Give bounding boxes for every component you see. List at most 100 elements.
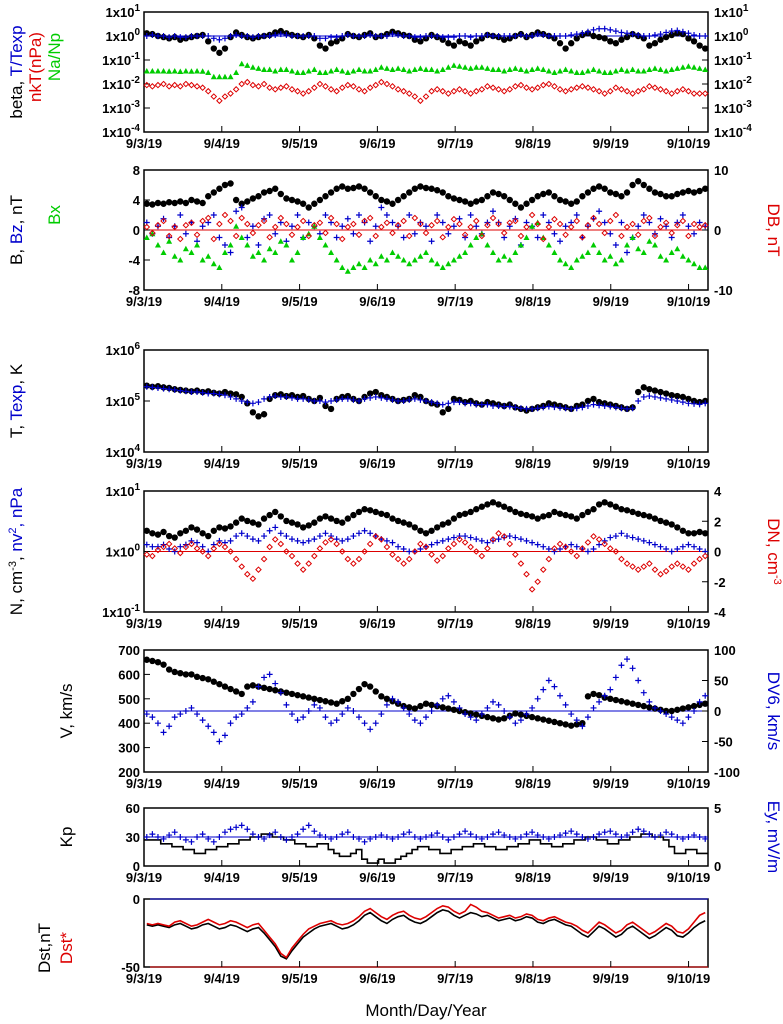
x-tick-label-5: 9/8/19	[515, 294, 551, 309]
data-point-65	[506, 533, 513, 540]
data-point-89	[640, 689, 647, 696]
data-point-1	[149, 67, 156, 74]
data-point-4	[165, 532, 173, 540]
data-point-41	[372, 388, 379, 396]
data-point-1	[149, 201, 156, 208]
data-point-50	[422, 184, 430, 192]
data-point-9	[193, 198, 201, 205]
x-tick-label-4: 9/7/19	[437, 456, 473, 471]
data-point-98	[691, 400, 698, 407]
data-point-43	[383, 80, 391, 88]
left-tick-label-0-base: 1x10	[102, 125, 131, 140]
data-point-28	[299, 693, 307, 700]
data-point-80	[590, 834, 597, 840]
data-point-40	[366, 507, 374, 514]
x-tick-label-0: 9/3/19	[126, 870, 162, 885]
left-tick-label-1-base: 1x10	[106, 545, 135, 560]
data-point-18	[244, 826, 251, 833]
series-3	[143, 60, 709, 80]
data-point-13	[216, 49, 223, 56]
data-point-90	[646, 214, 653, 222]
series-line	[146, 903, 706, 959]
data-point-52	[433, 187, 441, 194]
data-point-59	[473, 401, 480, 408]
series-2	[146, 903, 706, 959]
data-point-31	[316, 42, 324, 49]
data-point-16	[233, 69, 240, 76]
data-point-53	[439, 704, 446, 711]
data-point-49	[417, 183, 424, 190]
data-point-95	[674, 545, 681, 552]
data-point-21	[261, 835, 268, 842]
data-point-29	[305, 67, 312, 74]
data-point-54	[445, 692, 452, 699]
data-point-52	[433, 217, 441, 225]
data-point-43	[383, 695, 391, 702]
data-point-65	[506, 714, 513, 721]
data-point-21	[261, 533, 268, 540]
x-tick-label-2: 9/5/19	[282, 616, 318, 631]
data-point-30	[311, 221, 318, 229]
data-point-78	[579, 193, 586, 200]
data-point-13	[216, 834, 223, 840]
data-point-87	[629, 665, 636, 672]
data-point-32	[322, 45, 329, 52]
data-point-0	[143, 527, 150, 534]
data-point-53	[439, 233, 447, 241]
data-point-58	[467, 508, 474, 516]
data-point-71	[540, 543, 547, 550]
data-point-89	[640, 212, 647, 218]
data-point-33	[328, 34, 335, 41]
data-point-33	[328, 533, 335, 540]
data-point-92	[657, 570, 664, 578]
data-point-42	[378, 33, 385, 39]
data-point-93	[663, 223, 670, 230]
data-point-26	[288, 394, 295, 401]
data-point-11	[205, 532, 212, 540]
data-point-63	[495, 219, 502, 226]
data-point-16	[233, 395, 240, 402]
data-point-84	[612, 28, 619, 35]
data-point-59	[473, 38, 480, 45]
data-point-11	[205, 253, 212, 259]
data-point-31	[316, 704, 323, 711]
data-point-94	[668, 249, 675, 255]
data-point-63	[495, 501, 502, 508]
data-point-80	[590, 506, 597, 513]
left-tick-label-5-exp: 1	[134, 3, 140, 14]
data-point-48	[411, 548, 419, 555]
data-point-96	[679, 189, 687, 196]
data-point-21	[260, 555, 268, 563]
data-point-14	[221, 181, 229, 189]
data-point-93	[663, 29, 670, 36]
data-point-63	[495, 220, 502, 228]
data-point-61	[484, 32, 491, 39]
data-point-36	[344, 215, 351, 222]
data-point-38	[355, 835, 362, 842]
series-3	[143, 219, 709, 274]
data-point-75	[562, 405, 569, 412]
data-point-74	[557, 238, 564, 245]
data-point-89	[640, 181, 647, 189]
data-point-62	[489, 499, 497, 506]
data-point-69	[528, 513, 536, 520]
data-point-39	[361, 67, 368, 74]
data-point-72	[545, 403, 552, 410]
data-point-9	[193, 83, 201, 90]
data-point-61	[484, 704, 491, 711]
left-tick-label-2: 0	[133, 223, 140, 238]
data-point-17	[238, 398, 245, 404]
left-tick-label-0-base: 1x10	[106, 445, 135, 460]
data-point-71	[540, 32, 547, 39]
data-point-7	[182, 34, 189, 41]
right-tick-label-0-base: -10	[714, 283, 733, 298]
data-point-100	[702, 33, 709, 39]
left-tick-label-2-base: 1x10	[106, 343, 135, 358]
data-point-29	[305, 694, 312, 701]
data-point-13	[216, 524, 223, 531]
data-point-16	[232, 555, 240, 563]
data-point-63	[495, 402, 502, 409]
data-point-71	[540, 404, 547, 411]
data-point-64	[501, 67, 508, 74]
data-point-56	[456, 831, 463, 838]
